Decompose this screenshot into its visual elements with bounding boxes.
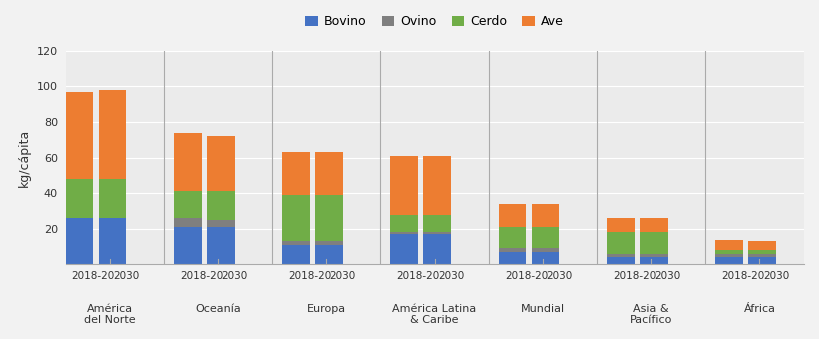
Bar	[206, 136, 234, 192]
Bar	[606, 254, 634, 257]
Bar	[498, 248, 526, 252]
Bar	[390, 215, 418, 233]
Bar	[747, 257, 775, 264]
Bar	[498, 227, 526, 248]
Text: Asia &
Pacífico: Asia & Pacífico	[629, 304, 672, 325]
Text: Europa: Europa	[306, 304, 346, 314]
Text: África: África	[743, 304, 775, 314]
Bar	[66, 179, 93, 218]
Bar	[423, 215, 450, 233]
Bar	[606, 218, 634, 233]
Bar	[390, 156, 418, 215]
Bar	[314, 152, 342, 195]
Bar	[747, 241, 775, 250]
Text: América Latina
& Caribe: América Latina & Caribe	[392, 304, 476, 325]
Text: Mundial: Mundial	[520, 304, 564, 314]
Bar	[531, 204, 559, 227]
Bar	[639, 254, 667, 257]
Text: América
del Norte: América del Norte	[84, 304, 135, 325]
Bar	[390, 234, 418, 264]
Bar	[714, 240, 742, 250]
Bar	[639, 218, 667, 233]
Bar	[282, 195, 310, 241]
Bar	[314, 245, 342, 264]
Bar	[282, 245, 310, 264]
Bar	[174, 192, 201, 218]
Bar	[206, 192, 234, 220]
Bar	[423, 234, 450, 264]
Bar	[498, 204, 526, 227]
Bar	[206, 227, 234, 264]
Bar	[606, 233, 634, 254]
Bar	[282, 241, 310, 245]
Text: Oceanía: Oceanía	[195, 304, 241, 314]
Bar	[498, 252, 526, 264]
Bar	[747, 254, 775, 257]
Bar	[390, 233, 418, 234]
Bar	[206, 220, 234, 227]
Bar	[98, 179, 126, 218]
Bar	[531, 252, 559, 264]
Legend: Bovino, Ovino, Cerdo, Ave: Bovino, Ovino, Cerdo, Ave	[300, 10, 568, 33]
Bar	[98, 90, 126, 179]
Bar	[639, 257, 667, 264]
Bar	[98, 218, 126, 264]
Bar	[282, 152, 310, 195]
Bar	[314, 241, 342, 245]
Bar	[531, 227, 559, 248]
Bar	[423, 156, 450, 215]
Bar	[66, 92, 93, 179]
Bar	[714, 254, 742, 257]
Bar	[714, 257, 742, 264]
Bar	[174, 218, 201, 227]
Bar	[174, 227, 201, 264]
Bar	[314, 195, 342, 241]
Bar	[531, 248, 559, 252]
Bar	[747, 250, 775, 254]
Bar	[174, 133, 201, 192]
Bar	[714, 250, 742, 254]
Y-axis label: kg/cápita: kg/cápita	[18, 128, 31, 187]
Bar	[639, 233, 667, 254]
Bar	[606, 257, 634, 264]
Bar	[66, 218, 93, 264]
Bar	[423, 233, 450, 234]
